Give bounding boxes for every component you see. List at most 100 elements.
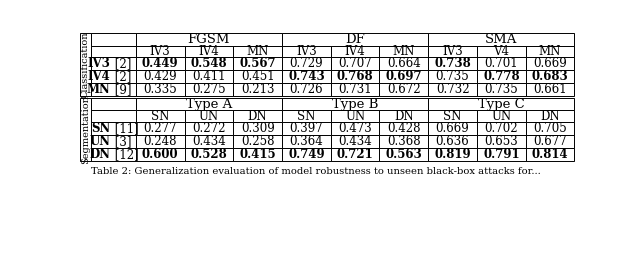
Text: 0.819: 0.819 bbox=[435, 148, 471, 161]
Bar bbox=[428, 122, 477, 135]
Text: 0.672: 0.672 bbox=[387, 83, 420, 96]
Bar bbox=[477, 122, 525, 135]
Text: IV4: IV4 bbox=[345, 45, 365, 58]
Bar bbox=[380, 135, 428, 148]
Text: 0.434: 0.434 bbox=[339, 135, 372, 148]
Text: UN: UN bbox=[89, 135, 110, 148]
Text: [2]: [2] bbox=[111, 57, 131, 70]
Bar bbox=[184, 57, 233, 70]
Bar bbox=[331, 83, 380, 96]
Bar bbox=[331, 135, 380, 148]
Bar bbox=[282, 33, 428, 46]
Bar bbox=[136, 46, 184, 57]
Text: 0.735: 0.735 bbox=[436, 70, 470, 83]
Bar bbox=[91, 33, 136, 46]
Text: MN: MN bbox=[393, 45, 415, 58]
Text: Classification: Classification bbox=[81, 31, 90, 98]
Bar bbox=[282, 70, 331, 83]
Text: 0.275: 0.275 bbox=[192, 83, 226, 96]
Bar bbox=[80, 98, 91, 161]
Bar bbox=[136, 83, 184, 96]
Text: DN: DN bbox=[248, 110, 268, 123]
Bar bbox=[331, 46, 380, 57]
Text: IV4: IV4 bbox=[88, 70, 110, 83]
Text: Type C: Type C bbox=[478, 98, 525, 111]
Text: IV3: IV3 bbox=[150, 45, 170, 58]
Bar bbox=[91, 98, 136, 110]
Text: 0.567: 0.567 bbox=[239, 57, 276, 70]
Bar bbox=[91, 110, 136, 122]
Bar bbox=[233, 57, 282, 70]
Text: SMA: SMA bbox=[485, 33, 518, 46]
Text: FGSM: FGSM bbox=[188, 33, 230, 46]
Text: 0.473: 0.473 bbox=[339, 122, 372, 135]
Text: 0.528: 0.528 bbox=[191, 148, 227, 161]
Bar bbox=[282, 110, 331, 122]
Text: [11]: [11] bbox=[111, 122, 139, 135]
Text: 0.735: 0.735 bbox=[484, 83, 518, 96]
Text: [2]: [2] bbox=[111, 70, 131, 83]
Bar bbox=[91, 122, 136, 135]
Bar bbox=[91, 70, 136, 83]
Bar bbox=[380, 83, 428, 96]
Text: [3]: [3] bbox=[111, 135, 131, 148]
Text: IV3: IV3 bbox=[442, 45, 463, 58]
Text: 0.743: 0.743 bbox=[288, 70, 324, 83]
Bar bbox=[477, 57, 525, 70]
Text: Table 2: Generalization evaluation of model robustness to unseen black-box attac: Table 2: Generalization evaluation of mo… bbox=[91, 167, 541, 176]
Text: IV3: IV3 bbox=[296, 45, 317, 58]
Text: SN: SN bbox=[91, 122, 110, 135]
Text: Type B: Type B bbox=[332, 98, 378, 111]
Bar bbox=[136, 57, 184, 70]
Text: UN: UN bbox=[492, 110, 511, 123]
Bar bbox=[477, 83, 525, 96]
Bar bbox=[184, 70, 233, 83]
Text: 0.749: 0.749 bbox=[288, 148, 324, 161]
Text: MN: MN bbox=[539, 45, 561, 58]
Text: 0.213: 0.213 bbox=[241, 83, 275, 96]
Text: 0.653: 0.653 bbox=[484, 135, 518, 148]
Bar bbox=[136, 135, 184, 148]
Text: 0.677: 0.677 bbox=[533, 135, 567, 148]
Text: DN: DN bbox=[394, 110, 413, 123]
Bar bbox=[136, 148, 184, 161]
Text: 0.449: 0.449 bbox=[142, 57, 179, 70]
Text: 0.411: 0.411 bbox=[192, 70, 226, 83]
Text: 0.258: 0.258 bbox=[241, 135, 275, 148]
Text: 0.729: 0.729 bbox=[289, 57, 323, 70]
Text: 0.368: 0.368 bbox=[387, 135, 420, 148]
Bar bbox=[184, 46, 233, 57]
Bar bbox=[428, 148, 477, 161]
Text: Segmentation: Segmentation bbox=[81, 95, 90, 164]
Text: 0.683: 0.683 bbox=[532, 70, 568, 83]
Text: 0.768: 0.768 bbox=[337, 70, 373, 83]
Text: 0.428: 0.428 bbox=[387, 122, 420, 135]
Bar bbox=[525, 122, 575, 135]
Bar bbox=[233, 70, 282, 83]
Bar bbox=[331, 148, 380, 161]
Bar bbox=[380, 122, 428, 135]
Bar bbox=[380, 57, 428, 70]
Text: 0.669: 0.669 bbox=[436, 122, 470, 135]
Bar bbox=[380, 110, 428, 122]
Bar bbox=[525, 135, 575, 148]
Text: 0.248: 0.248 bbox=[143, 135, 177, 148]
Bar bbox=[282, 83, 331, 96]
Bar bbox=[428, 98, 575, 110]
Bar bbox=[525, 46, 575, 57]
Bar bbox=[184, 83, 233, 96]
Bar bbox=[282, 148, 331, 161]
Text: 0.661: 0.661 bbox=[533, 83, 567, 96]
Bar bbox=[428, 110, 477, 122]
Text: 0.791: 0.791 bbox=[483, 148, 520, 161]
Text: 0.669: 0.669 bbox=[533, 57, 567, 70]
Bar bbox=[477, 46, 525, 57]
Text: IV4: IV4 bbox=[198, 45, 220, 58]
Bar bbox=[282, 135, 331, 148]
Bar bbox=[233, 148, 282, 161]
Bar bbox=[136, 110, 184, 122]
Text: MN: MN bbox=[246, 45, 269, 58]
Bar bbox=[331, 70, 380, 83]
Bar bbox=[184, 122, 233, 135]
Bar bbox=[380, 148, 428, 161]
